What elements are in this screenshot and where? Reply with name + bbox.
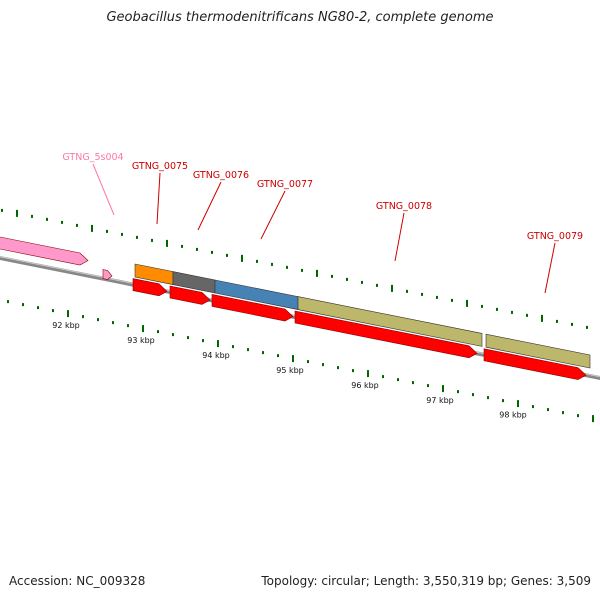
rna-arrow xyxy=(0,236,89,266)
gene-label-leader xyxy=(394,212,405,262)
kbp-label: 93 kbp xyxy=(127,336,155,345)
feature-khaki-block xyxy=(297,296,483,347)
rna-arrow-small xyxy=(102,269,113,280)
gene-label-leader xyxy=(197,181,222,231)
gene-arrow xyxy=(211,294,294,322)
gene-label: GTNG_0077 xyxy=(257,179,313,190)
kbp-label: 97 kbp xyxy=(426,396,454,405)
gene-label: GTNG_0078 xyxy=(376,201,432,212)
map-title: Geobacillus thermodenitrificans NG80-2, … xyxy=(106,10,494,25)
kbp-label: 96 kbp xyxy=(351,381,379,390)
kbp-label: 95 kbp xyxy=(276,366,304,375)
gene-label-leader xyxy=(544,242,556,294)
tick-marks xyxy=(1,208,594,423)
accession-label: Accession: xyxy=(9,574,73,588)
topology-info: Topology: circular; Length: 3,550,319 bp… xyxy=(261,574,591,588)
gene-label-leader xyxy=(260,190,286,240)
gene-label-leader xyxy=(92,163,115,216)
gene-label: GTNG_0076 xyxy=(193,170,249,181)
kbp-label: 94 kbp xyxy=(202,351,230,360)
gene-arrow xyxy=(294,310,478,359)
feature-khaki-block xyxy=(485,333,591,369)
accession-info: Accession: NC_009328 xyxy=(9,574,145,588)
gene-label: GTNG_0079 xyxy=(527,231,583,242)
gene-arrow xyxy=(132,278,168,297)
gene-arrow xyxy=(169,285,211,305)
gene-labels: GTNG_5s004 GTNG_0075 GTNG_0076 GTNG_0077 GTN… xyxy=(62,152,583,294)
kbp-label: 92 kbp xyxy=(52,321,80,330)
kbp-labels: 92 kbp 93 kbp 94 kbp 95 kbp 96 kbp 97 kbp 98 k… xyxy=(52,321,527,419)
gene-label-leader xyxy=(156,172,161,225)
features-layer xyxy=(0,236,591,380)
gene-label: GTNG_5s004 xyxy=(62,152,123,163)
gene-label: GTNG_0075 xyxy=(132,161,188,172)
kbp-label: 98 kbp xyxy=(499,411,527,420)
gene-arrow xyxy=(483,348,587,380)
accession-value: NC_009328 xyxy=(76,574,146,588)
